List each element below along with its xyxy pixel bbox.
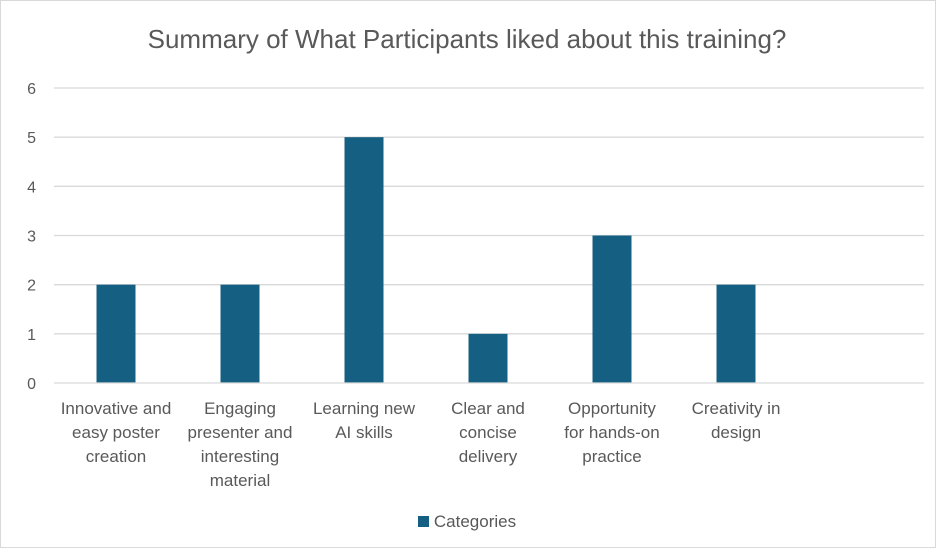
x-axis-category-labels: Innovative and easy poster creationEngagin…	[61, 399, 781, 490]
gridlines	[54, 87, 924, 335]
x-category-label-4: Clear and concise delivery	[451, 399, 525, 466]
x-category-label-3: Learning new AI skills	[313, 399, 416, 442]
bar-4	[468, 333, 508, 383]
x-category-label-1: Innovative and easy poster creation	[61, 399, 172, 466]
bar-6	[716, 284, 756, 383]
x-category-label-2: Engaging presenter and interesting material	[188, 399, 293, 490]
y-tick-label-3: 3	[27, 229, 36, 246]
y-tick-label-2: 2	[27, 278, 36, 295]
y-tick-label-5: 5	[27, 130, 36, 147]
x-category-label-6: Creativity in design	[692, 399, 781, 442]
legend-label: Categories	[433, 512, 517, 531]
bar-5	[592, 235, 632, 383]
legend: Categories	[0, 512, 934, 532]
legend-swatch	[417, 516, 429, 527]
y-tick-label-0: 0	[27, 376, 36, 393]
y-tick-label-4: 4	[27, 179, 36, 196]
x-category-label-5: Opportunity for hands-on practice	[564, 399, 659, 466]
bars	[96, 137, 756, 383]
bar-2	[220, 284, 260, 383]
y-tick-label-6: 6	[27, 81, 36, 98]
y-axis-tick-labels: 0 1 2 3 4 5 6	[27, 81, 36, 393]
y-tick-label-1: 1	[27, 327, 36, 344]
bar-3	[344, 137, 384, 383]
chart-title: Summary of What Participants liked about…	[147, 24, 787, 54]
bar-1	[96, 284, 136, 383]
